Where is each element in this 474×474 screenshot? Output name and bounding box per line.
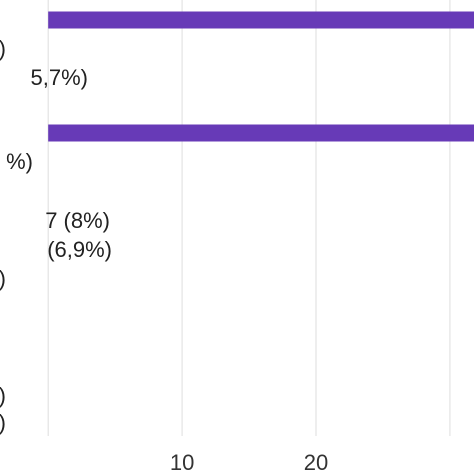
data-label-6: (6,9%) <box>47 237 112 262</box>
x-tick-label-1: 20 <box>304 450 328 474</box>
data-label-1: ) <box>0 36 6 61</box>
data-label-9: ) <box>0 410 6 435</box>
bar-0 <box>48 11 474 29</box>
data-label-5: 7 (8%) <box>45 208 110 233</box>
data-label-4: %) <box>6 149 33 174</box>
data-labels: ) 5,7%)%) 7 (8%) (6,9%)))) <box>0 36 112 435</box>
bars <box>48 11 474 142</box>
bar-3 <box>48 124 474 142</box>
data-label-2: 5,7%) <box>31 65 88 90</box>
data-label-8: ) <box>0 383 6 408</box>
grid-lines <box>47 0 451 436</box>
x-tick-label-0: 10 <box>170 450 194 474</box>
data-label-7: ) <box>0 266 6 291</box>
x-axis-ticks: 10 20 <box>170 450 328 474</box>
